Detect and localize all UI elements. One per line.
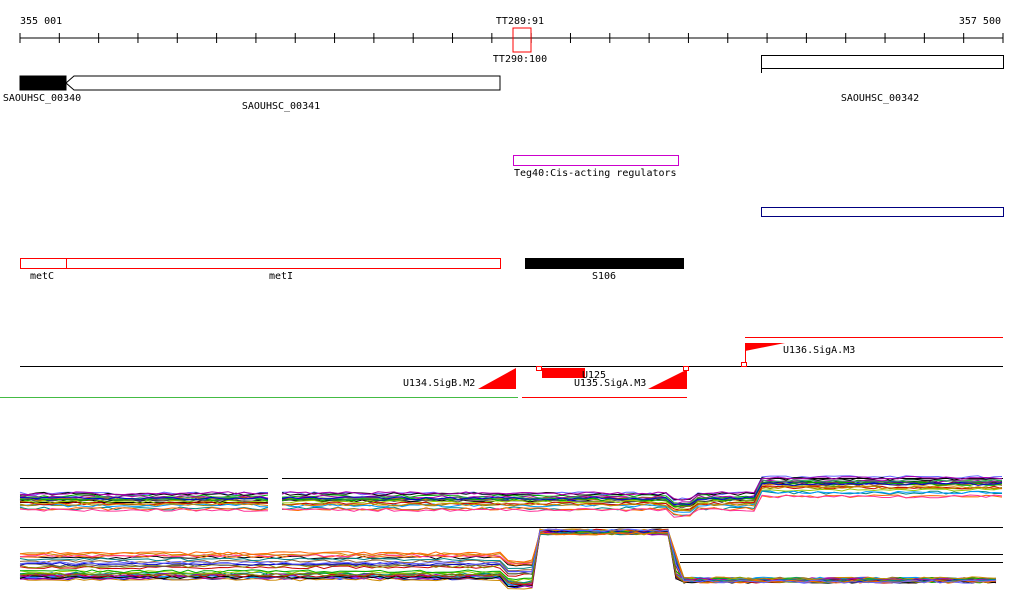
profile-a-left-20 (19, 502, 269, 507)
regulator-label-teg40: Teg40:Cis-acting regulators (514, 168, 677, 179)
terminator-feature[interactable]: TT289:91 TT290:100 (493, 16, 547, 65)
gene-label-saouhsc-00341: SAOUHSC_00341 (242, 101, 320, 112)
transcript-label-meti: metI (269, 271, 293, 282)
profile-a-right-12 (281, 494, 1003, 518)
promoter-label-u125: U125 (582, 370, 606, 381)
profile-a-right-17 (281, 485, 1003, 512)
promoter-label-u135: U135.SigA.M3 (574, 378, 646, 389)
profile-a-right-20 (281, 485, 1003, 512)
profile-b-24 (19, 531, 997, 584)
u136-anchor (741, 362, 747, 367)
regulator-teg40[interactable] (513, 155, 679, 166)
profile-a-left-21 (19, 491, 269, 496)
promoter-label-u136: U136.SigA.M3 (783, 345, 855, 356)
ruler-start-label: 355 001 (20, 16, 62, 27)
profile-b-21 (19, 531, 997, 585)
expression-profiles (19, 475, 1003, 590)
terminator-lower-label: TT290:100 (493, 54, 547, 65)
coordinate-ruler: 355 001 357 500 (19, 16, 1004, 43)
transcript-label-metc: metC (30, 271, 54, 282)
gene-label-saouhsc-00340: SAOUHSC_00340 (3, 93, 81, 104)
profile-a-left-12 (19, 508, 269, 512)
operon-bar[interactable] (761, 207, 1004, 217)
terminator-upper-label: TT289:91 (496, 16, 544, 27)
transcript-label-s106: S106 (592, 271, 616, 282)
gene-saouhsc-00340[interactable] (19, 75, 67, 91)
promoter-track: U136.SigA.M3 U134.SigB.M2 U125 U135.SigA… (0, 337, 1003, 398)
promoter-u125-box[interactable] (542, 368, 585, 378)
profile-a-right-16 (281, 476, 1003, 501)
gene-saouhsc-00342[interactable] (761, 55, 1004, 69)
profile-a-left-15 (19, 503, 269, 508)
gene-label-saouhsc-00342: SAOUHSC_00342 (841, 93, 919, 104)
transcript-meti[interactable] (66, 258, 501, 269)
promoter-label-u134: U134.SigB.M2 (403, 378, 475, 389)
promoter-u136-marker[interactable] (745, 343, 785, 351)
gene-saouhsc-00341[interactable] (65, 75, 501, 91)
profile-a-left-14 (19, 499, 269, 504)
transcript-metc[interactable] (20, 258, 67, 269)
ruler-end-label: 357 500 (959, 16, 1001, 27)
profile-a-right-21 (281, 475, 1003, 501)
profile-a-left-19 (19, 496, 269, 501)
promoter-u134-marker[interactable] (478, 368, 516, 389)
transcript-track: metC metI S106 (20, 258, 684, 282)
regulator-track: Teg40:Cis-acting regulators (513, 155, 679, 179)
terminator-box[interactable] (512, 27, 532, 53)
u125-anchor-right (683, 366, 689, 371)
profile-a-right-13 (281, 481, 1003, 509)
profile-a-right-19 (281, 482, 1003, 506)
u125-anchor-left (536, 366, 542, 371)
transcript-s106[interactable] (525, 258, 684, 269)
profile-b-25 (19, 528, 997, 584)
gene-track: SAOUHSC_00340 SAOUHSC_00341 SAOUHSC_0034… (3, 55, 1004, 112)
ruler-ticks (19, 33, 1004, 43)
profile-a-right-10 (281, 482, 1003, 507)
profile-a-right-8 (281, 494, 1003, 517)
promoter-u135-marker[interactable] (648, 370, 686, 389)
